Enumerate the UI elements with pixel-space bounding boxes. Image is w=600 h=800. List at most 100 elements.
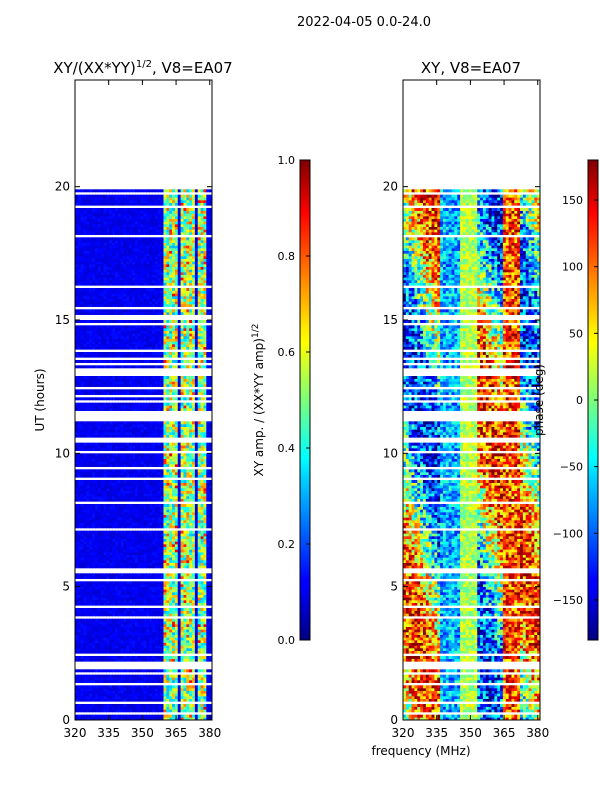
heatmap-cell	[197, 498, 202, 502]
heatmap-cell	[209, 504, 212, 507]
heatmap-cell	[89, 525, 93, 529]
heatmap-cell	[86, 557, 90, 561]
heatmap-cell	[126, 573, 130, 577]
heatmap-cell	[132, 429, 136, 433]
heatmap-cell	[77, 581, 82, 585]
heatmap-cell	[183, 645, 187, 649]
heatmap-cell	[200, 464, 205, 467]
heatmap-cell	[194, 381, 199, 385]
heatmap-cell	[137, 445, 142, 449]
heatmap-cell	[209, 384, 212, 387]
heatmap-cell	[154, 536, 159, 539]
heatmap-cell	[183, 509, 187, 513]
heatmap-cell	[123, 469, 127, 473]
heatmap-cell	[206, 704, 210, 707]
heatmap-cell	[143, 669, 147, 673]
heatmap-cell	[120, 530, 125, 534]
heatmap-cell	[92, 514, 96, 518]
heatmap-cell	[117, 474, 122, 478]
heatmap-cell	[183, 618, 187, 622]
heatmap-cell	[160, 552, 165, 555]
heatmap-cell	[77, 650, 82, 654]
heatmap-cell	[146, 360, 150, 363]
heatmap-cell	[83, 429, 88, 433]
heatmap-cell	[149, 490, 153, 494]
heatmap-cell	[86, 706, 90, 710]
heatmap-cell	[149, 706, 153, 710]
heatmap-cell	[189, 421, 193, 425]
heatmap-cell	[106, 442, 110, 446]
heatmap-cell	[103, 626, 107, 630]
heatmap-cell	[94, 613, 99, 617]
heatmap-cell	[89, 376, 93, 379]
heatmap-cell	[194, 637, 199, 641]
heatmap-cell	[186, 602, 190, 606]
heatmap-cell	[154, 589, 159, 593]
heatmap-cell	[83, 618, 88, 622]
heatmap-cell	[154, 544, 159, 547]
heatmap-cell	[143, 408, 147, 411]
heatmap-cell	[209, 392, 212, 395]
heatmap-cell	[109, 533, 113, 537]
heatmap-cell	[123, 560, 127, 563]
heatmap-cell	[140, 706, 145, 710]
heatmap-cell	[83, 656, 88, 659]
heatmap-cell	[172, 504, 176, 507]
heatmap-cell	[112, 592, 116, 595]
heatmap-cell	[92, 621, 96, 625]
heatmap-cell	[117, 624, 122, 627]
heatmap-cell	[132, 472, 136, 475]
heatmap-cell	[152, 717, 156, 720]
heatmap-cell	[160, 557, 165, 561]
heatmap-cell	[180, 496, 185, 499]
heatmap-cell	[117, 704, 122, 707]
heatmap-cell	[172, 554, 176, 558]
heatmap-cell	[197, 706, 202, 710]
heatmap-cell	[192, 490, 196, 494]
heatmap-cell	[146, 626, 150, 630]
heatmap-cell	[163, 717, 167, 720]
heatmap-cell	[80, 541, 85, 545]
heatmap-cell	[157, 554, 162, 558]
heatmap-cell	[86, 434, 90, 438]
heatmap-cell	[109, 525, 113, 529]
heatmap-cell	[197, 610, 202, 614]
heatmap-cell	[174, 706, 179, 710]
heatmap-cell	[160, 504, 165, 507]
heatmap-cell	[186, 472, 190, 475]
heatmap-cell	[123, 562, 127, 566]
heatmap-cell	[126, 565, 130, 569]
heatmap-cell	[120, 429, 125, 433]
heatmap-cell	[140, 544, 145, 547]
heatmap-cell	[192, 378, 196, 382]
heatmap-cell	[89, 632, 93, 635]
heatmap-cell	[129, 469, 133, 473]
heatmap-cell	[209, 610, 212, 614]
heatmap-cell	[143, 554, 147, 558]
heatmap-cell	[89, 405, 93, 409]
heatmap-cell	[177, 392, 182, 395]
heatmap-cell	[163, 541, 167, 545]
heatmap-cell	[77, 490, 82, 494]
heatmap-cell	[206, 552, 210, 555]
heatmap-cell	[174, 448, 179, 451]
heatmap-cell	[140, 424, 145, 427]
heatmap-cell	[134, 594, 139, 598]
heatmap-cell	[177, 594, 182, 598]
heatmap-cell	[97, 648, 102, 651]
heatmap-cell	[143, 512, 147, 515]
heatmap-cell	[174, 533, 179, 537]
heatmap-cell	[114, 642, 119, 646]
heatmap-cell	[203, 365, 207, 369]
heatmap-cell	[134, 469, 139, 473]
heatmap-cell	[117, 456, 122, 459]
heatmap-cell	[117, 714, 122, 718]
heatmap-cell	[166, 432, 170, 435]
heatmap-cell	[200, 560, 205, 563]
heatmap-cell	[183, 685, 187, 689]
heatmap-cell	[146, 533, 150, 537]
heatmap-cell	[200, 496, 205, 499]
heatmap-cell	[75, 445, 79, 449]
heatmap-cell	[132, 640, 136, 643]
heatmap-cell	[126, 594, 130, 598]
